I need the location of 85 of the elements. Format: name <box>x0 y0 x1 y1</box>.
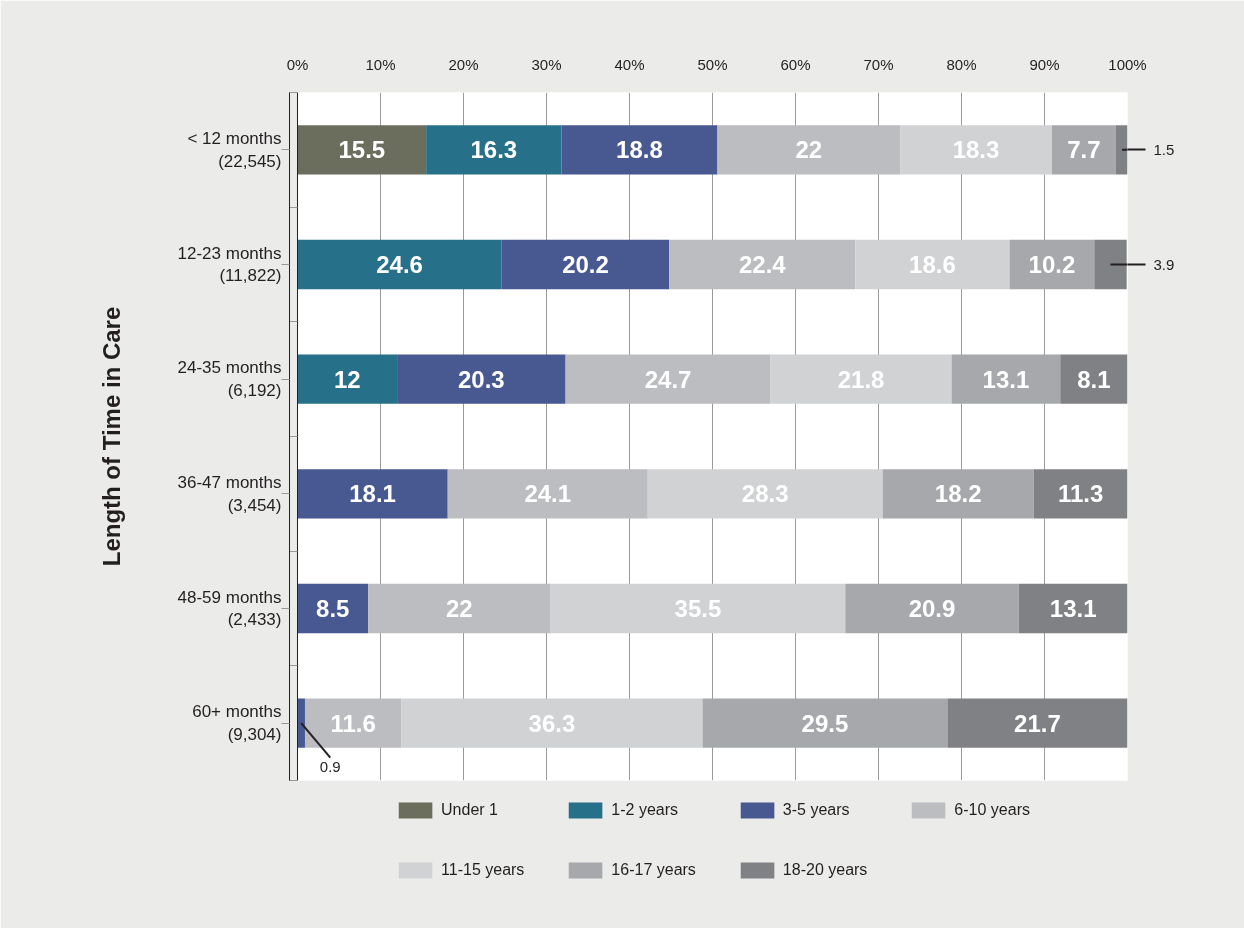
legend-label: 3-5 years <box>782 801 850 819</box>
x-tick-label: 0% <box>286 55 309 73</box>
bar <box>845 583 1019 634</box>
bar <box>669 239 856 290</box>
bar <box>565 354 771 404</box>
legend-label: 11-15 years <box>441 861 525 879</box>
y-tick-label: < 12 months (22,545) <box>187 128 282 171</box>
bar <box>447 469 648 519</box>
bar <box>368 583 551 634</box>
bar <box>426 125 562 175</box>
bar <box>1051 125 1116 175</box>
bar <box>900 125 1052 175</box>
x-tick-label: 40% <box>614 55 645 73</box>
x-tick-label: 100% <box>1108 55 1147 73</box>
data-label: 12 <box>333 365 361 393</box>
bar <box>1115 125 1128 175</box>
bar <box>561 125 718 175</box>
x-tick-label: 60% <box>780 55 811 73</box>
bar <box>297 354 398 404</box>
data-label: 18.8 <box>616 136 663 164</box>
data-label: 10.2 <box>1028 251 1076 278</box>
bar <box>501 239 670 290</box>
bar <box>855 239 1010 290</box>
bar <box>951 354 1061 404</box>
legend-label: 18-20 years <box>782 861 868 879</box>
data-label: 24.1 <box>524 480 572 508</box>
bar <box>297 698 305 748</box>
data-label: 22 <box>446 595 473 622</box>
data-label: 8.1 <box>1077 365 1111 393</box>
data-label: 13.1 <box>982 365 1030 393</box>
legend-label: 1-2 years <box>611 801 679 819</box>
x-tick-label: 30% <box>531 55 562 73</box>
data-label: 22.4 <box>738 251 787 278</box>
bar <box>304 698 402 748</box>
bar <box>297 125 427 175</box>
y-tick-label: 12-23 months (11,822) <box>177 243 282 286</box>
bar <box>550 583 846 634</box>
legend-label: Under 1 <box>441 801 498 819</box>
x-tick-label: 10% <box>365 55 396 73</box>
legend-label: 6-10 years <box>954 801 1030 819</box>
x-tick-label: 80% <box>946 55 977 73</box>
bar <box>1033 469 1128 519</box>
bar <box>882 469 1034 519</box>
bar <box>297 469 448 519</box>
data-label: 16.3 <box>470 136 518 164</box>
data-label: 29.5 <box>801 709 849 737</box>
y-tick-label: 24-35 months (6,192) <box>177 358 282 401</box>
data-label: 24.7 <box>644 365 692 393</box>
bar <box>1060 354 1128 404</box>
data-label: 0.9 <box>319 757 341 775</box>
bar <box>702 698 948 748</box>
data-label: 3.9 <box>1153 255 1175 273</box>
data-label: 20.9 <box>908 595 956 622</box>
bar <box>717 125 901 175</box>
data-label: 8.5 <box>316 595 350 622</box>
data-label: 21.7 <box>1014 709 1061 737</box>
x-tick-label: 50% <box>697 55 728 73</box>
data-label: 15.5 <box>338 136 386 164</box>
bar <box>947 698 1128 748</box>
bar <box>401 698 703 748</box>
data-label: 22 <box>795 136 823 164</box>
y-tick-label: 36-47 months (3,454) <box>177 472 282 515</box>
y-tick-label: 60+ months (9,304) <box>192 702 282 745</box>
bar <box>770 354 952 404</box>
x-tick-label: 90% <box>1029 55 1060 73</box>
bar <box>1018 583 1128 634</box>
bar <box>297 239 502 290</box>
data-label: 7.7 <box>1067 136 1101 164</box>
data-label: 20.2 <box>562 251 609 278</box>
data-label: 24.6 <box>376 251 423 278</box>
data-label: 11.6 <box>330 709 376 737</box>
x-tick-label: 70% <box>863 55 894 73</box>
data-label: 18.1 <box>349 480 396 508</box>
data-label: 1.5 <box>1153 140 1175 158</box>
data-label: 11.3 <box>1057 480 1104 508</box>
bar <box>647 469 883 519</box>
data-label: 20.3 <box>457 365 505 393</box>
bar <box>397 354 566 404</box>
data-label: 13.1 <box>1049 595 1097 622</box>
y-axis-title: Length of Time in Care <box>97 306 125 567</box>
data-label: 18.2 <box>934 480 982 508</box>
x-tick-label: 20% <box>448 55 479 73</box>
y-tick-label: 48-59 months (2,433) <box>177 587 282 630</box>
bar <box>1094 239 1127 290</box>
legend-label: 16-17 years <box>611 861 696 879</box>
